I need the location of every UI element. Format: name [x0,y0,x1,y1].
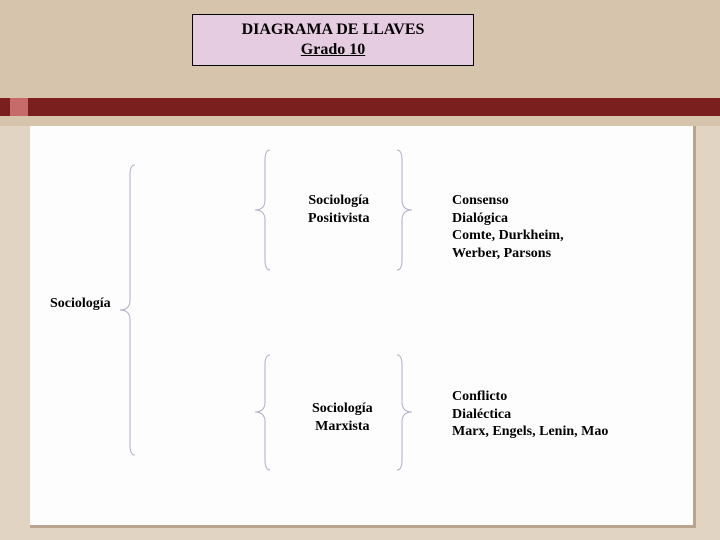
leaf-1-line-4: Werber, Parsons [452,245,564,263]
branch-2-line-1: Sociología [312,400,373,418]
leaf-1-line-1: Consenso [452,192,564,210]
branch-2-line-2: Marxista [312,418,373,436]
leaf-2-node: Conflicto Dialéctica Marx, Engels, Lenin… [452,388,608,441]
leaf-1-node: Consenso Dialógica Comte, Durkheim, Werb… [452,192,564,262]
leaf-2-line-1: Conflicto [452,388,608,406]
leaf-1-line-2: Dialógica [452,210,564,228]
leaf-2-line-2: Dialéctica [452,406,608,424]
root-node: Sociología [50,295,111,313]
branch-1-node: Sociología Positivista [308,192,369,227]
leaf-2-line-3: Marx, Engels, Lenin, Mao [452,423,608,441]
leaf-1-line-3: Comte, Durkheim, [452,227,564,245]
branch-1-line-2: Positivista [308,210,369,228]
branch-1-line-1: Sociología [308,192,369,210]
root-label: Sociología [50,296,111,311]
root-brace [0,0,720,540]
branch-2-node: Sociología Marxista [312,400,373,435]
